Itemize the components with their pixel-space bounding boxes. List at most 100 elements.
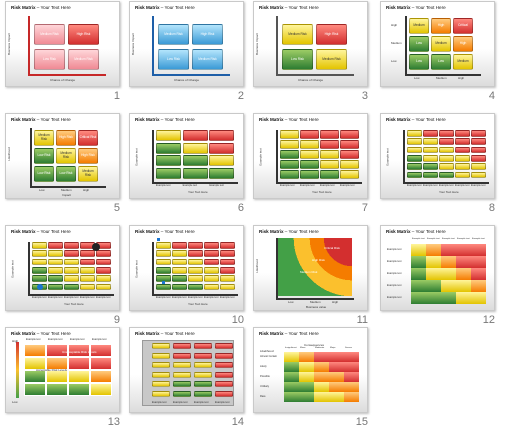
slide-thumbnail-12[interactable]: Risk Matrix – Your Text Here Example text… — [380, 225, 495, 311]
band-label: Unacceptable Risk Levels — [62, 350, 97, 354]
column-label: Example text — [209, 184, 224, 187]
slide-thumbnail-14[interactable]: Risk Matrix – Your Text Here Example text… — [129, 327, 244, 413]
slide-thumbnail-10[interactable]: Risk Matrix – Your Text Here Example text… — [129, 225, 244, 311]
table-cell — [299, 372, 314, 382]
matrix-chip — [152, 381, 170, 387]
column-label: Example text — [32, 296, 47, 299]
risk-cell: Medium Risk — [192, 49, 223, 70]
matrix-chip — [300, 140, 319, 149]
column-label: Example text — [182, 184, 198, 187]
column-label: Example text — [188, 296, 203, 299]
heatmap-cell — [411, 268, 426, 280]
slide-thumbnail-6[interactable]: Risk Matrix – Your Text Here Example text… — [129, 113, 244, 199]
table-corner-label: Likelihood — [260, 349, 274, 353]
slide-thumbnail-5[interactable]: Risk Matrix – Your Text Here Medium Risk H… — [5, 113, 120, 199]
x-axis-label: Chance of Change — [174, 78, 200, 82]
heatmap-cell — [426, 280, 441, 292]
matrix-chip — [471, 155, 486, 162]
slide-title-bold: Risk Matrix — [11, 331, 36, 336]
band-label: Critical Risk — [324, 246, 340, 250]
risk-cell: Critical — [453, 18, 473, 34]
y-axis-label: Example text — [134, 260, 139, 278]
matrix-chip — [439, 163, 454, 171]
slide-title-bold: Risk Matrix — [11, 229, 36, 234]
slide-thumbnail-15[interactable]: Risk Matrix – Your Text Here Consequences… — [253, 327, 368, 413]
column-label: Example text — [48, 338, 63, 341]
heatmap-cell — [456, 256, 471, 268]
table-cell — [314, 382, 329, 392]
slide-number: 9 — [113, 314, 120, 326]
matrix-chip — [340, 130, 359, 139]
column-label: Example text — [64, 296, 79, 299]
matrix-chip — [455, 163, 470, 171]
slide-thumbnail-1[interactable]: Risk Matrix – Your Text Here Medium Risk H… — [5, 1, 120, 87]
matrix-chip — [320, 170, 339, 179]
column-label: Example text — [340, 184, 355, 187]
table-cell — [314, 372, 329, 382]
slide-background-band — [130, 161, 243, 198]
heatmap-cell — [441, 280, 456, 292]
y-axis-label: Business Impact — [131, 32, 136, 56]
slide-number: 8 — [488, 202, 495, 214]
table-cell — [329, 382, 344, 392]
column-label: Low — [288, 300, 294, 304]
matrix-chip — [152, 362, 170, 368]
column-label: Example text — [427, 238, 440, 240]
risk-cell: Low Risk — [34, 148, 54, 164]
slide-thumbnail-3[interactable]: Risk Matrix – Your Text Here Medium Risk H… — [253, 1, 368, 87]
risk-scale-bar — [16, 342, 19, 398]
row-label: Example text — [387, 296, 402, 299]
heatmap-cell — [90, 357, 112, 370]
slide-thumbnail-4[interactable]: Risk Matrix – Your Text Here Medium High Cr… — [380, 1, 495, 87]
matrix-chip — [220, 242, 235, 249]
matrix-chip — [173, 362, 191, 368]
slide-title-bold: Risk Matrix — [135, 117, 160, 122]
matrix-chip — [96, 283, 111, 291]
matrix-chip — [48, 242, 63, 249]
risk-cell: Medium Risk — [34, 130, 54, 146]
matrix-chip — [80, 250, 95, 258]
matrix-chip — [194, 390, 212, 397]
risk-gradient-area — [278, 238, 352, 296]
slide-thumbnail-7[interactable]: Risk Matrix – Your Text Here Example text… — [253, 113, 368, 199]
slide-thumbnail-9[interactable]: Risk Matrix – Your Text Here Example text… — [5, 225, 120, 311]
y-axis-label: Example text — [10, 260, 15, 278]
risk-cell: High Risk — [192, 24, 223, 45]
slide-title-rest: – Your Text Here — [35, 331, 71, 336]
slide-thumbnail-13[interactable]: Risk Matrix – Your Text Here High Low Unacc… — [5, 327, 120, 413]
table-cell — [329, 352, 344, 362]
x-axis-line — [28, 74, 106, 76]
slide-title-rest: – Your Text Here — [159, 117, 195, 122]
matrix-chip — [156, 142, 182, 154]
matrix-chip — [204, 267, 219, 274]
column-label: Example text — [442, 238, 455, 240]
heatmap-cell — [90, 370, 112, 383]
risk-cell: Medium Risk — [316, 49, 347, 70]
heatmap-cell — [471, 244, 486, 256]
slide-number: 6 — [237, 202, 244, 214]
slide-thumbnail-8[interactable]: Risk Matrix – Your Text Here Example text… — [380, 113, 495, 199]
matrix-chip — [471, 171, 486, 179]
table-cell — [299, 352, 314, 362]
row-label: Almost Certain — [260, 355, 278, 358]
x-axis-line — [152, 74, 230, 76]
table-cell — [284, 392, 299, 402]
x-axis-label: Your Text Here — [64, 302, 84, 306]
matrix-chip — [423, 163, 438, 171]
matrix-chip — [173, 352, 191, 359]
risk-cell: Low Risk — [56, 166, 76, 182]
column-label: Example text — [320, 184, 335, 187]
slide-thumbnail-2[interactable]: Risk Matrix – Your Text Here Medium Risk H… — [129, 1, 244, 87]
risk-cell: Medium — [453, 54, 473, 70]
matrix-chip — [407, 130, 422, 137]
matrix-chip — [455, 130, 470, 137]
row-label: Rare — [260, 395, 266, 398]
risk-cell: Medium Risk — [34, 24, 65, 45]
matrix-chip — [215, 390, 233, 397]
table-header: Consequences — [304, 343, 325, 347]
slide-thumbnail-11[interactable]: Risk Matrix – Your Text Here Critical Ris… — [253, 225, 368, 311]
matrix-chip — [173, 343, 191, 349]
column-label: Example text — [173, 401, 188, 404]
slide-title-bold: Risk Matrix — [11, 5, 36, 10]
matrix-chip — [156, 267, 171, 274]
